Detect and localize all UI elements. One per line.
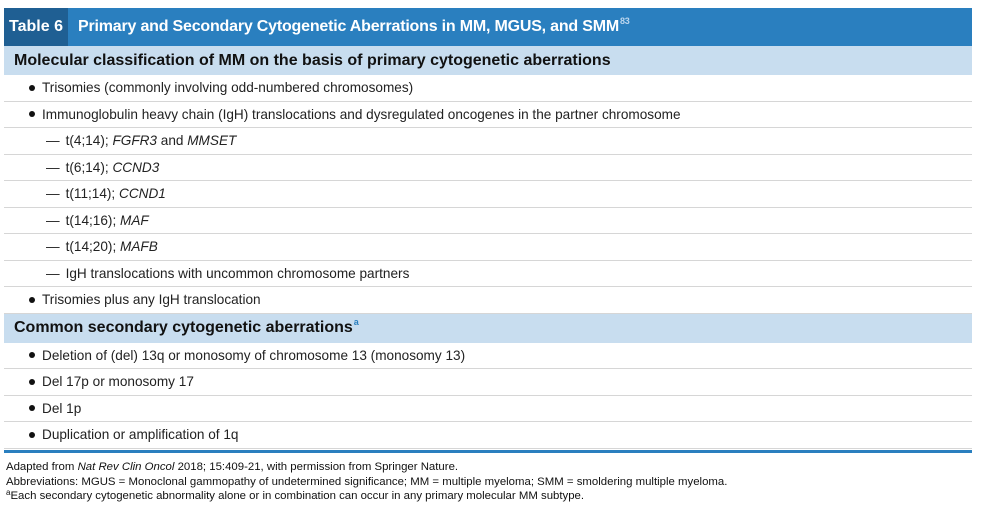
section-heading-ref: a bbox=[353, 317, 359, 327]
section-heading-text: Common secondary cytogenetic aberrations bbox=[14, 319, 353, 336]
bullet-icon bbox=[29, 84, 35, 91]
abbreviations-note: Abbreviations: MGUS = Monoclonal gammopa… bbox=[6, 475, 728, 488]
table-bottom-rule bbox=[4, 449, 972, 453]
dash-icon: — bbox=[46, 239, 60, 255]
sub-row: — t(14;20); MAFB bbox=[4, 234, 972, 261]
dash-icon: — bbox=[46, 186, 60, 202]
bullet-icon bbox=[29, 296, 35, 303]
adapted-prefix: Adapted from bbox=[6, 461, 78, 473]
table-title-ref: 83 bbox=[619, 16, 630, 26]
adapted-suffix: 2018; 15:409-21, with permission from Sp… bbox=[174, 461, 459, 473]
adapted-journal: Nat Rev Clin Oncol bbox=[77, 461, 175, 473]
footnote-mark: a bbox=[6, 488, 11, 497]
section-heading-primary: Molecular classification of MM on the ba… bbox=[4, 46, 972, 75]
dash-icon: — bbox=[46, 212, 60, 228]
gene-name: MMSET bbox=[187, 133, 237, 149]
translocation-text: t(4;14); bbox=[65, 133, 113, 149]
table-title-text: Primary and Secondary Cytogenetic Aberra… bbox=[78, 18, 619, 35]
table-title: Primary and Secondary Cytogenetic Aberra… bbox=[68, 8, 630, 46]
row-text: Trisomies (commonly involving odd-number… bbox=[42, 80, 414, 96]
section-rows-primary: Trisomies (commonly involving odd-number… bbox=[4, 75, 972, 314]
sub-row: — t(6;14); CCND3 bbox=[4, 155, 972, 181]
table-number: Table 6 bbox=[4, 8, 68, 46]
dash-icon: — bbox=[46, 265, 60, 281]
translocation-text: IgH translocations with uncommon chromos… bbox=[65, 265, 410, 281]
section-heading-secondary: Common secondary cytogenetic aberrations… bbox=[4, 313, 972, 343]
row-text: Trisomies plus any IgH translocation bbox=[42, 292, 261, 308]
table-title-bar: Table 6 Primary and Secondary Cytogeneti… bbox=[4, 8, 972, 46]
table-notes: Adapted from Nat Rev Clin Oncol 2018; 15… bbox=[6, 460, 966, 505]
section-heading-text: Molecular classification of MM on the ba… bbox=[14, 51, 611, 69]
dash-icon: — bbox=[46, 159, 60, 175]
bullet-row: Trisomies plus any IgH translocation bbox=[4, 287, 972, 314]
bullet-row: Duplication or amplification of 1q bbox=[4, 422, 972, 449]
footnote-text: Each secondary cytogenetic abnormality a… bbox=[10, 490, 585, 502]
bullet-icon bbox=[29, 352, 35, 359]
translocation-text: t(6;14); bbox=[65, 159, 113, 175]
footnote-a: aEach secondary cytogenetic abnormality … bbox=[6, 488, 966, 505]
gene-name: FGFR3 bbox=[112, 133, 157, 149]
sub-row: — IgH translocations with uncommon chromo… bbox=[4, 261, 972, 287]
cytogenetics-table: Table 6 Primary and Secondary Cytogeneti… bbox=[4, 8, 972, 453]
row-text: Del 17p or monosomy 17 bbox=[42, 374, 194, 390]
bullet-row: Trisomies (commonly involving odd-number… bbox=[4, 75, 972, 102]
sub-row: — t(14;16); MAF bbox=[4, 208, 972, 234]
bullet-icon bbox=[29, 378, 35, 385]
dash-icon: — bbox=[46, 133, 60, 149]
gene-name: MAF bbox=[120, 212, 149, 228]
translocation-text: t(14;20); bbox=[65, 239, 120, 255]
adapted-note: Adapted from Nat Rev Clin Oncol 2018; 15… bbox=[6, 460, 966, 475]
bullet-row: Deletion of (del) 13q or monosomy of chr… bbox=[4, 343, 972, 369]
bullet-icon bbox=[29, 405, 35, 412]
row-text: Deletion of (del) 13q or monosomy of chr… bbox=[42, 347, 466, 363]
sub-row: — t(4;14); FGFR3 and MMSET bbox=[4, 128, 972, 155]
gene-name: CCND1 bbox=[119, 186, 166, 202]
bullet-row: Del 17p or monosomy 17 bbox=[4, 369, 972, 396]
section-rows-secondary: Deletion of (del) 13q or monosomy of chr… bbox=[4, 343, 972, 449]
sub-row: — t(11;14); CCND1 bbox=[4, 181, 972, 208]
bullet-row: Immunoglobulin heavy chain (IgH) translo… bbox=[4, 102, 972, 128]
join-text: and bbox=[157, 133, 188, 149]
bullet-icon bbox=[29, 111, 35, 118]
bullet-row: Del 1p bbox=[4, 396, 972, 422]
row-text: Del 1p bbox=[42, 400, 82, 416]
gene-name: CCND3 bbox=[112, 159, 160, 175]
row-text: Immunoglobulin heavy chain (IgH) translo… bbox=[42, 106, 681, 122]
translocation-text: t(14;16); bbox=[65, 212, 120, 228]
translocation-text: t(11;14); bbox=[65, 186, 119, 202]
row-text: Duplication or amplification of 1q bbox=[42, 427, 239, 443]
bullet-icon bbox=[29, 431, 35, 438]
gene-name: MAFB bbox=[120, 239, 158, 255]
